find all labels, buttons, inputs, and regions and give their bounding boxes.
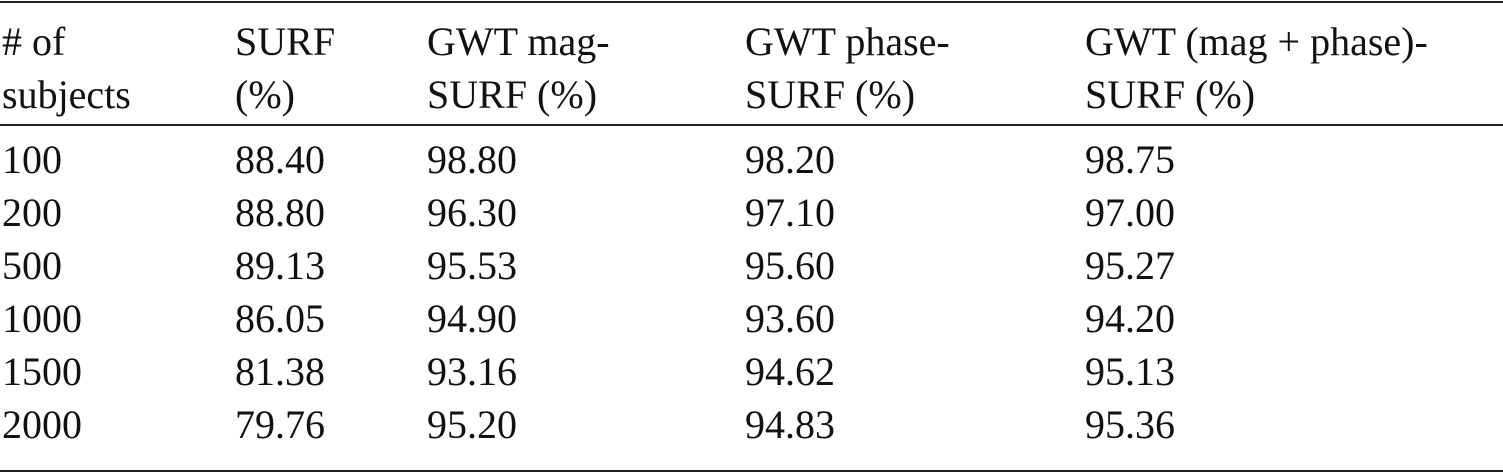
table-cell: 500	[2, 243, 62, 288]
table-cell: 93.60	[745, 296, 835, 341]
header-cell: SURF (%)	[1085, 72, 1256, 117]
header-cell: SURF (%)	[745, 72, 916, 117]
table-cell: 79.76	[235, 402, 325, 447]
table-cell: 96.30	[427, 190, 517, 235]
table-cell: 100	[2, 137, 62, 182]
table-cell: 98.75	[1085, 137, 1175, 182]
header-cell: SURF	[235, 19, 336, 64]
table-cell: 2000	[2, 402, 82, 447]
header-rule	[0, 124, 1503, 126]
header-cell: (%)	[235, 72, 295, 117]
table-cell: 200	[2, 190, 62, 235]
table-cell: 98.20	[745, 137, 835, 182]
header-cell: # of	[2, 19, 66, 64]
table-cell: 97.00	[1085, 190, 1175, 235]
table-cell: 88.80	[235, 190, 325, 235]
table-cell: 95.60	[745, 243, 835, 288]
header-cell: SURF (%)	[427, 72, 598, 117]
table-cell: 98.80	[427, 137, 517, 182]
table-cell: 97.10	[745, 190, 835, 235]
top-rule	[0, 1, 1503, 3]
table-cell: 94.62	[745, 349, 835, 394]
table-cell: 94.90	[427, 296, 517, 341]
table-cell: 81.38	[235, 349, 325, 394]
header-cell: GWT mag-	[427, 19, 610, 64]
table-cell: 94.83	[745, 402, 835, 447]
table-cell: 86.05	[235, 296, 325, 341]
table-cell: 93.16	[427, 349, 517, 394]
table-cell: 88.40	[235, 137, 325, 182]
table-cell: 94.20	[1085, 296, 1175, 341]
table-cell: 89.13	[235, 243, 325, 288]
table-cell: 95.53	[427, 243, 517, 288]
table-cell: 95.27	[1085, 243, 1175, 288]
header-cell: subjects	[2, 72, 131, 117]
table-cell: 1000	[2, 296, 82, 341]
table-cell: 95.13	[1085, 349, 1175, 394]
header-cell: GWT phase-	[745, 19, 950, 64]
header-cell: GWT (mag + phase)-	[1085, 19, 1428, 64]
table-cell: 95.20	[427, 402, 517, 447]
bottom-rule	[0, 470, 1503, 472]
table-cell: 95.36	[1085, 402, 1175, 447]
table-cell: 1500	[2, 349, 82, 394]
